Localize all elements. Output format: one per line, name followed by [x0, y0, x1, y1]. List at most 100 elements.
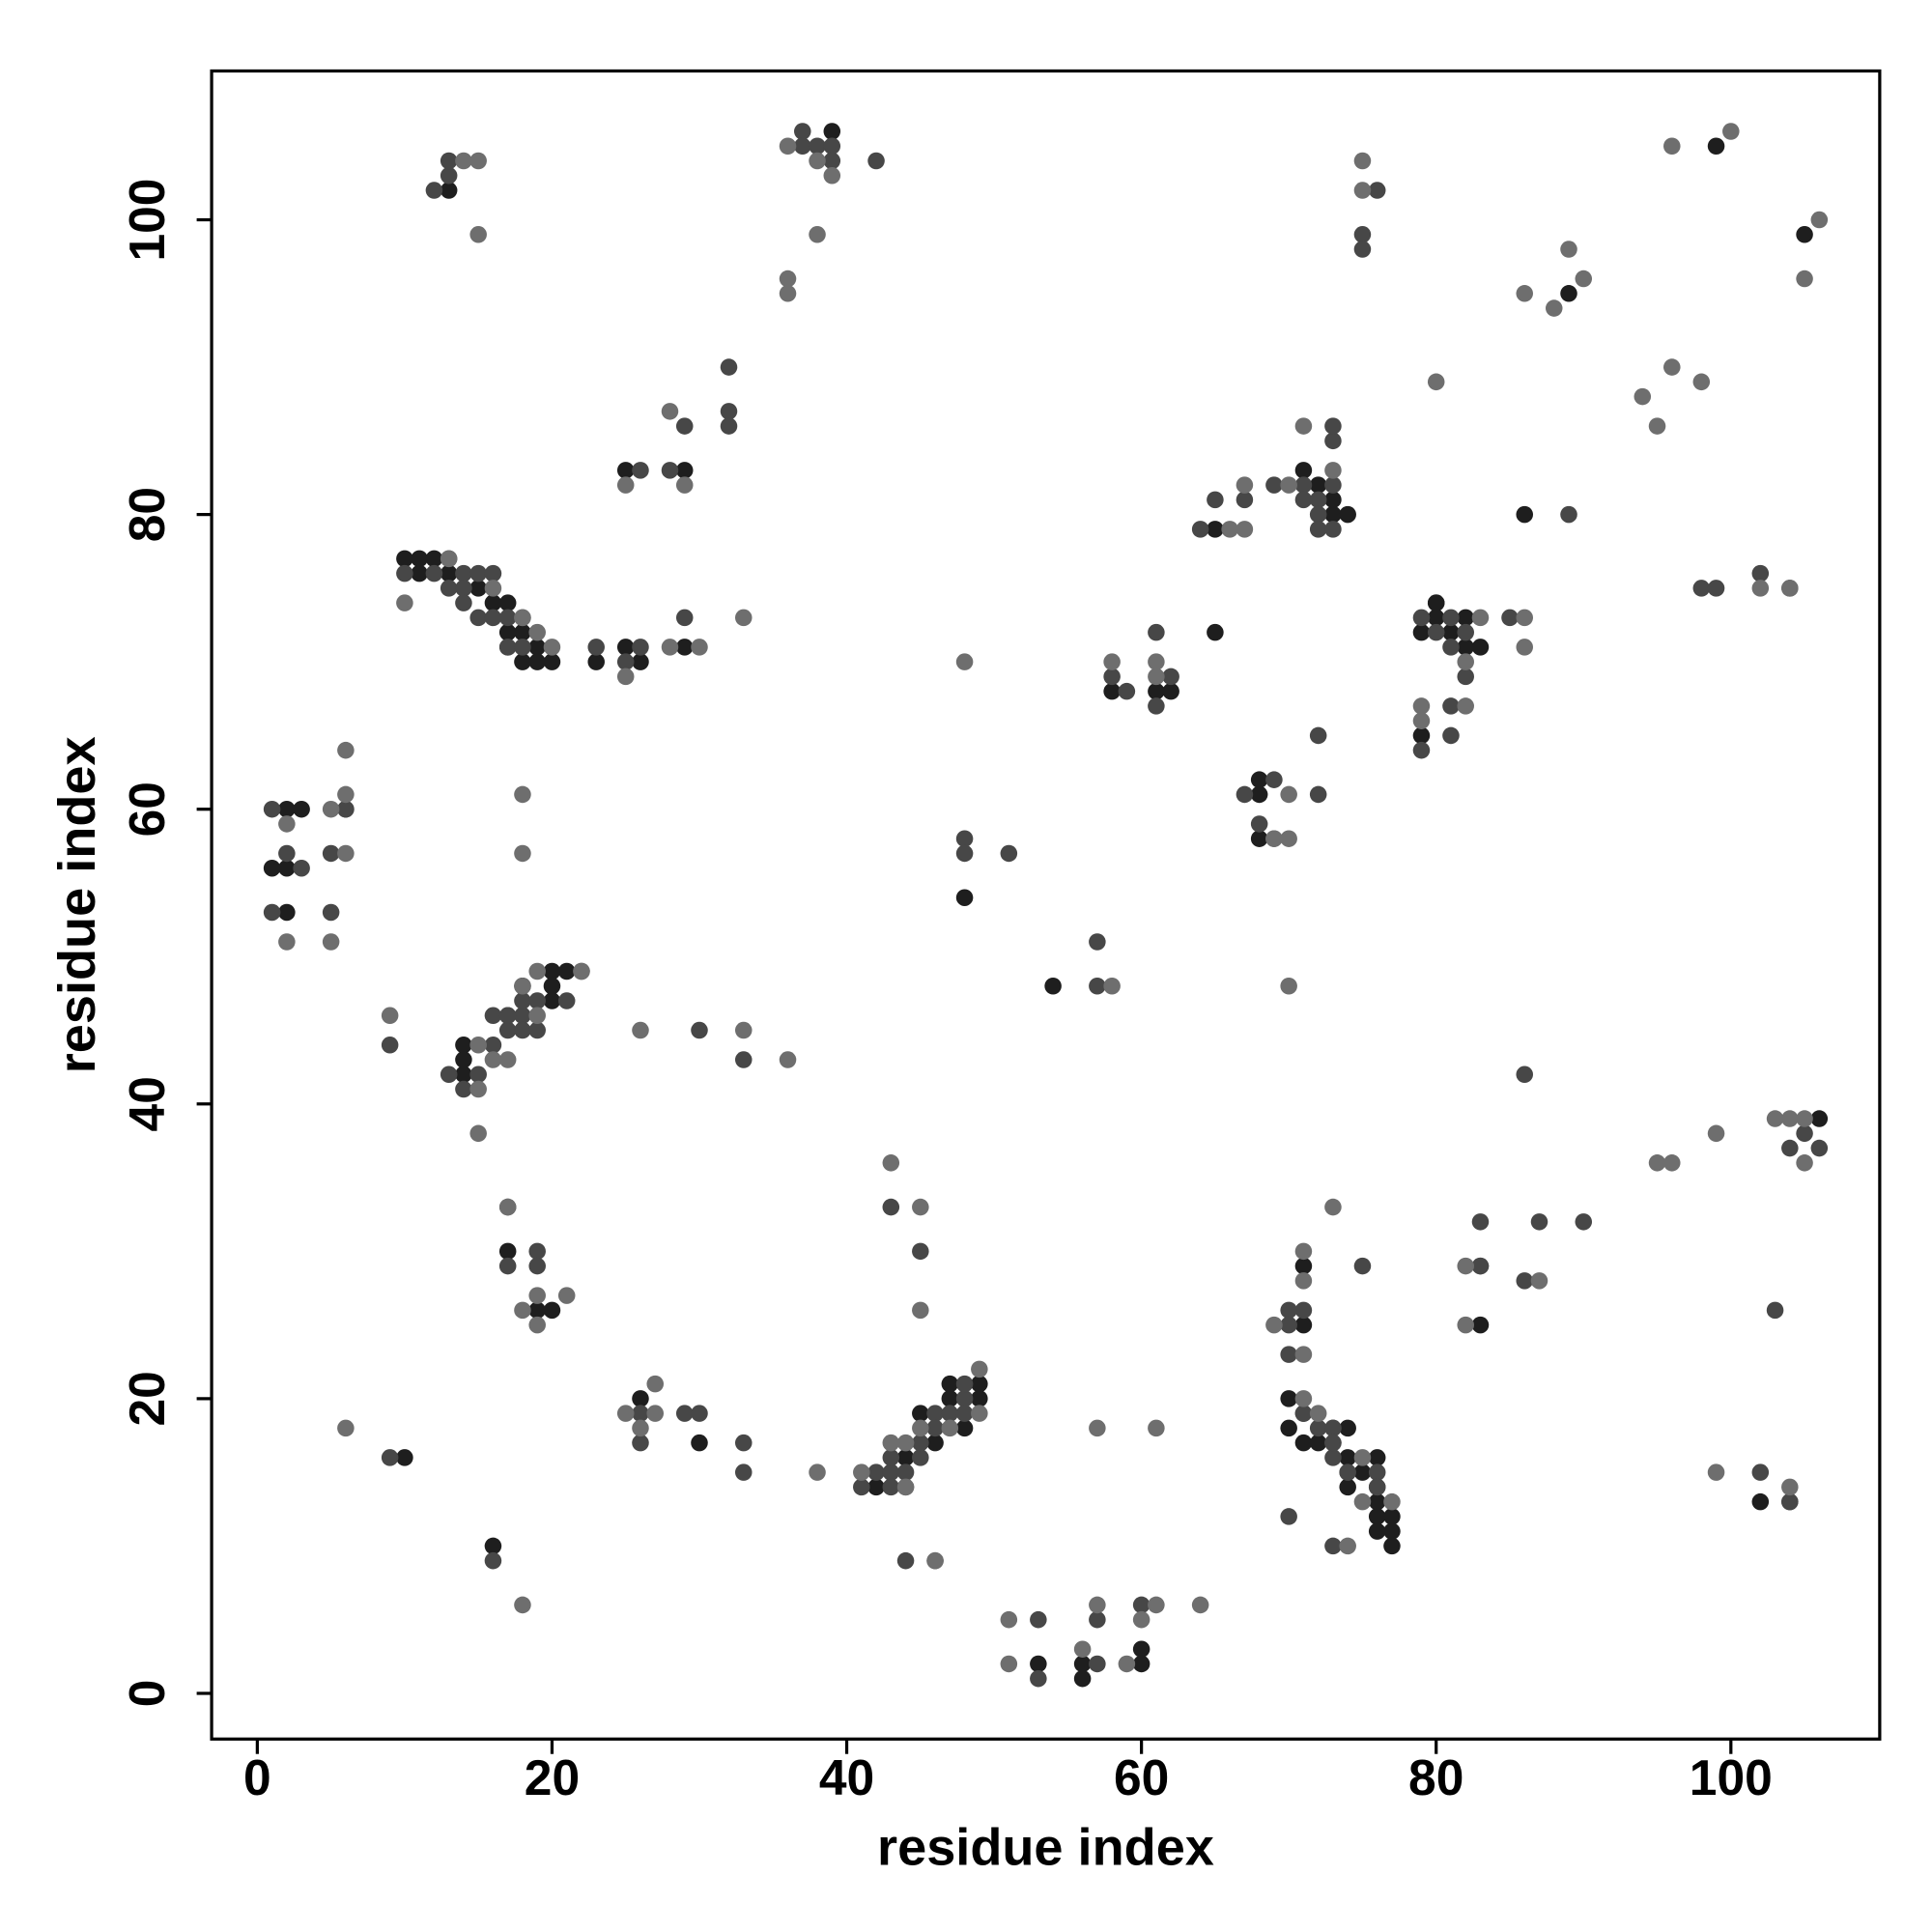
- point: [955, 1419, 974, 1437]
- point: [1162, 682, 1179, 700]
- point: [411, 564, 428, 582]
- point: [543, 639, 561, 656]
- y-tick-label: 0: [119, 1680, 175, 1708]
- point: [691, 639, 708, 656]
- point: [1089, 1596, 1106, 1614]
- point: [1207, 623, 1224, 641]
- point: [1427, 623, 1445, 641]
- point: [1294, 1346, 1313, 1363]
- point: [381, 1037, 399, 1054]
- point: [455, 1051, 472, 1068]
- point: [469, 226, 487, 243]
- point: [1324, 1198, 1342, 1216]
- point: [1781, 1139, 1799, 1157]
- point: [587, 639, 605, 656]
- point: [1280, 1346, 1297, 1363]
- point: [1103, 977, 1121, 995]
- point: [1324, 1434, 1342, 1452]
- point: [1471, 639, 1490, 656]
- point: [1280, 830, 1297, 847]
- point: [1516, 639, 1534, 656]
- point: [1471, 1213, 1490, 1231]
- point: [941, 1390, 959, 1407]
- point: [1073, 1669, 1092, 1688]
- point: [528, 1316, 546, 1334]
- point: [1309, 726, 1327, 745]
- point: [691, 1434, 708, 1452]
- point: [794, 123, 811, 140]
- point: [1471, 1316, 1490, 1334]
- point: [1103, 668, 1121, 686]
- point: [1516, 285, 1534, 302]
- plot-frame: [210, 69, 1882, 1741]
- point: [1353, 152, 1372, 170]
- point: [1324, 1449, 1342, 1466]
- point: [1442, 639, 1460, 656]
- point: [1457, 639, 1474, 656]
- point: [971, 1375, 988, 1393]
- point: [1324, 432, 1342, 450]
- point: [557, 992, 576, 1009]
- point: [1648, 417, 1666, 435]
- point: [1530, 1213, 1548, 1231]
- point: [1751, 1463, 1770, 1481]
- point: [337, 785, 355, 804]
- point: [912, 1434, 929, 1452]
- point: [514, 609, 531, 627]
- point: [632, 462, 649, 479]
- point: [514, 977, 531, 995]
- point: [1707, 137, 1725, 156]
- point: [616, 462, 635, 479]
- point: [514, 844, 531, 863]
- point: [528, 639, 546, 656]
- point: [912, 1198, 929, 1216]
- point: [514, 653, 531, 670]
- point: [1457, 623, 1474, 641]
- point: [896, 1551, 915, 1570]
- point: [955, 1390, 974, 1407]
- point: [632, 653, 649, 670]
- point: [955, 889, 974, 906]
- point: [926, 1434, 944, 1452]
- point: [440, 166, 458, 185]
- point: [498, 594, 517, 611]
- point: [1294, 1434, 1313, 1452]
- point: [1073, 1655, 1092, 1673]
- point: [1221, 521, 1238, 538]
- point: [498, 1257, 517, 1275]
- point: [955, 653, 974, 670]
- point: [278, 859, 296, 877]
- point: [1707, 1124, 1725, 1143]
- point: [1353, 1449, 1372, 1466]
- point: [955, 844, 974, 863]
- point: [484, 580, 502, 597]
- point: [1663, 1154, 1681, 1172]
- point: [675, 1405, 694, 1422]
- point: [1089, 1419, 1106, 1437]
- point: [1148, 1596, 1165, 1614]
- point: [1353, 182, 1372, 199]
- point: [1044, 977, 1062, 995]
- point: [543, 992, 561, 1009]
- point: [337, 1419, 355, 1437]
- point: [322, 844, 340, 863]
- point: [1442, 623, 1460, 641]
- point: [1781, 1110, 1799, 1127]
- y-axis-label: residue index: [48, 736, 106, 1073]
- point: [263, 800, 281, 818]
- point: [867, 1463, 885, 1481]
- point: [912, 1301, 929, 1320]
- point: [337, 844, 355, 863]
- point: [1751, 1492, 1770, 1511]
- point: [1796, 1154, 1813, 1172]
- point: [1663, 137, 1681, 156]
- point: [941, 1375, 959, 1393]
- point: [1324, 462, 1342, 479]
- point: [1148, 1419, 1165, 1437]
- point: [896, 1478, 915, 1496]
- point: [853, 1463, 870, 1481]
- point: [1280, 1508, 1297, 1525]
- point: [1265, 476, 1283, 494]
- point: [440, 182, 458, 199]
- point: [734, 1021, 753, 1039]
